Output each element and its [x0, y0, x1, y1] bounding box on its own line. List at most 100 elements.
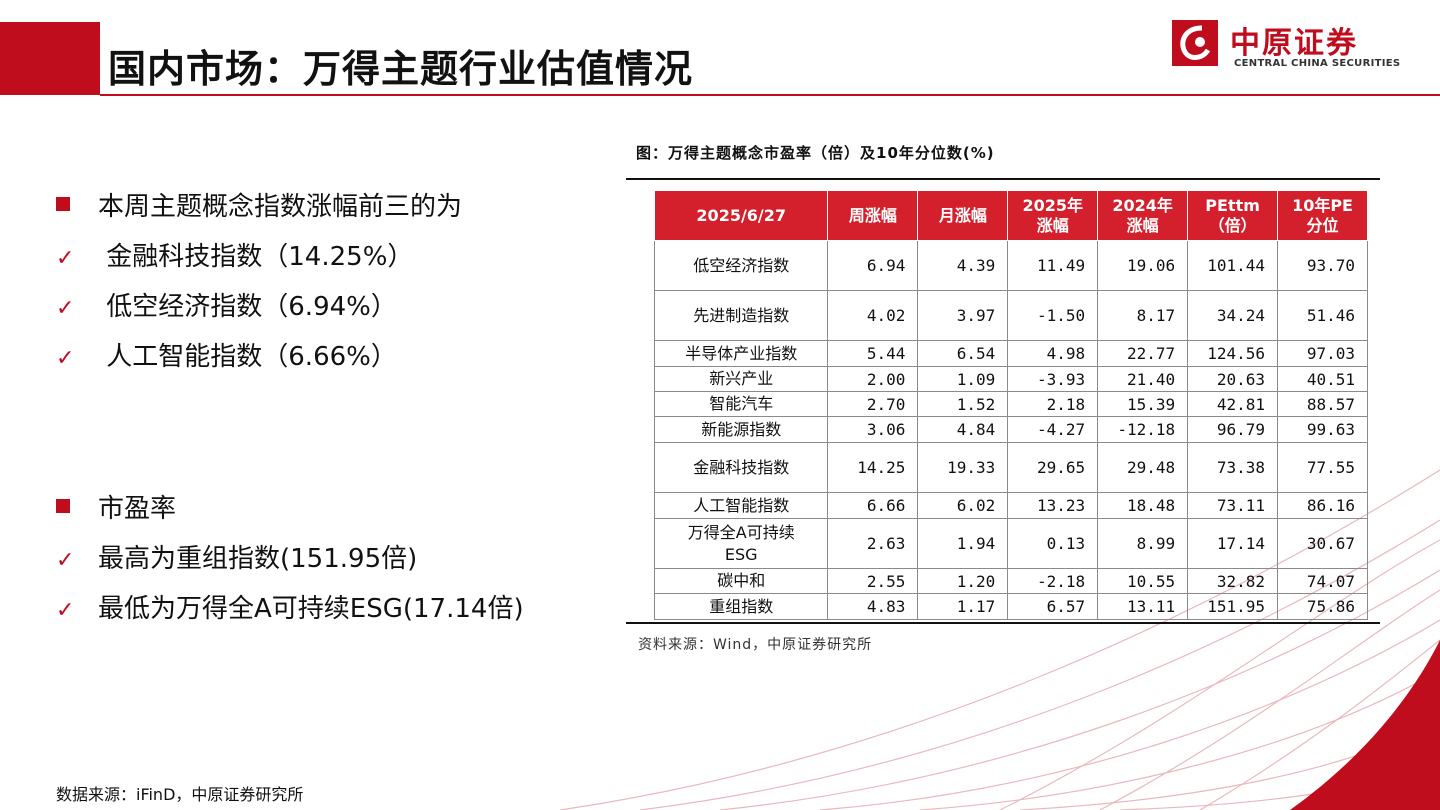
table-row: 重组指数 4.83 1.17 6.57 13.11 151.95 75.86 — [653, 593, 1368, 620]
table-cell: 3.06 — [827, 416, 919, 443]
table-cell: 21.40 — [1097, 366, 1189, 392]
table-row: 新能源指数 3.06 4.84 -4.27 -12.18 96.79 99.63 — [653, 416, 1368, 443]
table-cell: 75.86 — [1277, 593, 1368, 620]
bullet-item: ✓ 低空经济指数（6.94%） — [56, 286, 397, 323]
valuation-table: 2025/6/27 周涨幅 月涨幅 2025年 涨幅 2024年 涨幅 PEttm （倍） 10年… — [653, 190, 1368, 620]
logo-mark-icon — [1172, 20, 1218, 66]
table-row-label: 人工智能指数 — [653, 492, 829, 519]
table-cell: 3.97 — [917, 290, 1009, 341]
logo-english-name: CENTRAL CHINA SECURITIES — [1234, 58, 1401, 69]
table-row-label: 先进制造指数 — [653, 290, 829, 341]
table-cell: 17.14 — [1187, 518, 1279, 569]
bullet-item: ✓ 金融科技指数（14.25%） — [56, 236, 413, 273]
table-cell: 97.03 — [1277, 340, 1368, 367]
table-cell: 2.00 — [827, 366, 919, 392]
table-header-cell: 周涨幅 — [827, 190, 919, 241]
table-header-cell: 月涨幅 — [917, 190, 1009, 241]
checkmark-icon: ✓ — [56, 296, 75, 321]
table-cell: 34.24 — [1187, 290, 1279, 341]
table-cell: 2.55 — [827, 568, 919, 594]
table-cell: 29.48 — [1097, 442, 1189, 493]
table-cell: 4.02 — [827, 290, 919, 341]
figure-bottom-rule — [626, 622, 1380, 624]
table-cell: 29.65 — [1007, 442, 1099, 493]
table-row-label: 重组指数 — [653, 593, 829, 620]
table-row: 半导体产业指数 5.44 6.54 4.98 22.77 124.56 97.03 — [653, 340, 1368, 367]
table-row-label: 新能源指数 — [653, 416, 829, 443]
table-row: 万得全A可持续 ESG 2.63 1.94 0.13 8.99 17.14 30.67 — [653, 518, 1368, 569]
title-underline — [100, 94, 1440, 96]
table-cell: 96.79 — [1187, 416, 1279, 443]
bullet-item: ✓ 最低为万得全A可持续ESG(17.14倍) — [56, 588, 524, 625]
table-cell: 74.07 — [1277, 568, 1368, 594]
table-cell: 18.48 — [1097, 492, 1189, 519]
table-cell: 10.55 — [1097, 568, 1189, 594]
table-cell: 8.99 — [1097, 518, 1189, 569]
table-row-label: 半导体产业指数 — [653, 340, 829, 367]
bullet-text: 市盈率 — [98, 494, 177, 524]
bullet-item: ✓ 人工智能指数（6.66%） — [56, 336, 397, 373]
table-row-label: 万得全A可持续 ESG — [653, 518, 829, 569]
title-accent-bar — [0, 22, 100, 95]
table-cell: 32.82 — [1187, 568, 1279, 594]
table-cell: 4.39 — [917, 240, 1009, 291]
table-cell: 101.44 — [1187, 240, 1279, 291]
table-row: 低空经济指数 6.94 4.39 11.49 19.06 101.44 93.70 — [653, 240, 1368, 291]
table-cell: 1.20 — [917, 568, 1009, 594]
checkmark-icon: ✓ — [56, 548, 75, 573]
table-cell: 20.63 — [1187, 366, 1279, 392]
table-cell: 15.39 — [1097, 391, 1189, 417]
table-cell: 4.98 — [1007, 340, 1099, 367]
table-row-label: 新兴产业 — [653, 366, 829, 392]
bullet-text: 金融科技指数（14.25%） — [98, 242, 414, 272]
bullet-text: 低空经济指数（6.94%） — [98, 292, 397, 322]
table-cell: 11.49 — [1007, 240, 1099, 291]
table-cell: 51.46 — [1277, 290, 1368, 341]
table-cell: 8.17 — [1097, 290, 1189, 341]
table-cell: 73.38 — [1187, 442, 1279, 493]
table-cell: 2.70 — [827, 391, 919, 417]
table-cell: 73.11 — [1187, 492, 1279, 519]
table-row: 金融科技指数 14.25 19.33 29.65 29.48 73.38 77.55 — [653, 442, 1368, 493]
table-cell: 1.52 — [917, 391, 1009, 417]
table-cell: 1.17 — [917, 593, 1009, 620]
table-cell: 88.57 — [1277, 391, 1368, 417]
table-cell: -12.18 — [1097, 416, 1189, 443]
table-cell: -1.50 — [1007, 290, 1099, 341]
checkmark-icon: ✓ — [56, 246, 75, 271]
table-cell: 19.06 — [1097, 240, 1189, 291]
table-row-label: 低空经济指数 — [653, 240, 829, 291]
table-cell: 42.81 — [1187, 391, 1279, 417]
table-cell: 86.16 — [1277, 492, 1368, 519]
table-cell: -2.18 — [1007, 568, 1099, 594]
table-cell: 6.94 — [827, 240, 919, 291]
table-cell: 77.55 — [1277, 442, 1368, 493]
table-cell: 13.23 — [1007, 492, 1099, 519]
bullet-text: 最低为万得全A可持续ESG(17.14倍) — [98, 594, 524, 624]
table-cell: 14.25 — [827, 442, 919, 493]
table-cell: 6.54 — [917, 340, 1009, 367]
figure-source-note: 资料来源：Wind，中原证券研究所 — [638, 637, 873, 653]
table-row: 人工智能指数 6.66 6.02 13.23 18.48 73.11 86.16 — [653, 492, 1368, 519]
table-cell: 6.66 — [827, 492, 919, 519]
logo-chinese-name: 中原证券 — [1230, 26, 1358, 61]
table-row-label: 智能汽车 — [653, 391, 829, 417]
table-row: 智能汽车 2.70 1.52 2.18 15.39 42.81 88.57 — [653, 391, 1368, 417]
table-row-label: 碳中和 — [653, 568, 829, 594]
bullet-text: 人工智能指数（6.66%） — [98, 342, 397, 372]
table-cell: 22.77 — [1097, 340, 1189, 367]
table-cell: -3.93 — [1007, 366, 1099, 392]
table-cell: 19.33 — [917, 442, 1009, 493]
bullet-item: ✓ 最高为重组指数(151.95倍) — [56, 538, 417, 575]
table-row: 碳中和 2.55 1.20 -2.18 10.55 32.82 74.07 — [653, 568, 1368, 594]
table-header-row: 2025/6/27 周涨幅 月涨幅 2025年 涨幅 2024年 涨幅 PEttm （倍） 10年… — [653, 190, 1368, 241]
footer-source: 数据来源：iFinD，中原证券研究所 — [56, 785, 304, 804]
table-cell: 4.84 — [917, 416, 1009, 443]
bullet-item: 本周主题概念指数涨幅前三的为 — [56, 186, 462, 223]
bullet-text: 最高为重组指数(151.95倍) — [98, 544, 418, 574]
figure-title: 图：万得主题概念市盈率（倍）及10年分位数(%) — [636, 144, 995, 162]
table-row: 先进制造指数 4.02 3.97 -1.50 8.17 34.24 51.46 — [653, 290, 1368, 341]
table-cell: 6.02 — [917, 492, 1009, 519]
table-cell: 1.94 — [917, 518, 1009, 569]
figure-top-rule — [626, 178, 1380, 180]
